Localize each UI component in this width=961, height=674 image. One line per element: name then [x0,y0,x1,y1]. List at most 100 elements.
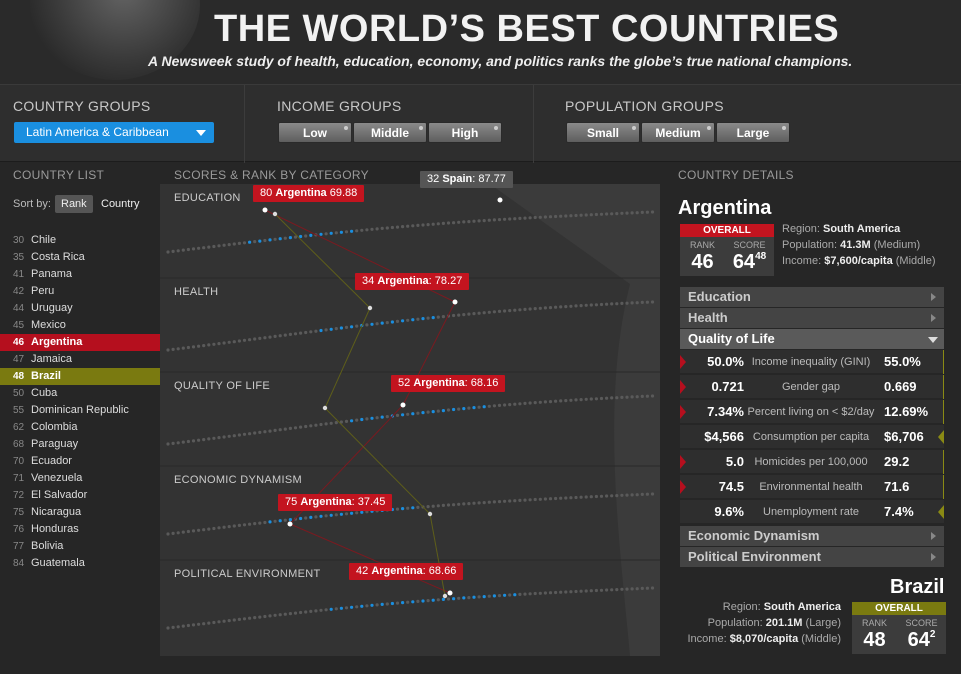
metric-right-value: 71.6 [884,479,910,494]
score-dot [314,423,318,427]
sort-rank-button[interactable]: Rank [55,195,93,213]
chevron-right-icon [931,553,936,561]
score-dot [533,401,537,405]
metric-name: Percent living on < $2/day [747,406,875,418]
score-dot [635,395,639,399]
score-dot [574,589,578,594]
population-large-toggle[interactable]: Large [716,122,790,143]
score-dot [579,213,583,217]
country-list-item[interactable]: 77 Bolivia [0,538,160,555]
score-dot [559,305,563,309]
country-list-item[interactable]: 41 Panama [0,266,160,283]
accordion-education[interactable]: Education [680,287,944,307]
country-list-item[interactable]: 48 Brazil [0,368,160,385]
country-rank: 42 [13,286,25,297]
score-dot [554,399,558,403]
score-dot [207,437,211,441]
score-label: SCORE [905,618,938,628]
country-list-item[interactable]: 55 Dominican Republic [0,402,160,419]
accordion-political-environment[interactable]: Political Environment [680,547,944,567]
country-list-item[interactable]: 71 Venezuela [0,470,160,487]
income-middle-toggle[interactable]: Middle [353,122,427,143]
score-dot [395,225,400,229]
score-dot [569,496,573,500]
score-dot [518,402,522,406]
rank-label: RANK [861,618,887,628]
score-dot [273,237,277,241]
country-list-item[interactable]: 84 Guatemala [0,555,160,572]
country-list-item[interactable]: 44 Uruguay [0,300,160,317]
population-label: Population: [707,617,763,629]
country-rank: 68 [13,439,25,450]
score-dot [385,226,389,230]
country-list-item[interactable]: 76 Honduras [0,521,160,538]
toggle-dot-icon [494,126,498,130]
score-dot [523,216,527,220]
score-dot [207,245,211,249]
score-dot [518,308,522,312]
population-medium-toggle[interactable]: Medium [641,122,715,143]
country-list-item[interactable]: 35 Costa Rica [0,249,160,266]
score-dot [258,521,262,525]
score-dot [462,313,466,317]
population-group: (Medium) [873,239,921,251]
income-value: $7,600/capita [824,255,893,267]
score-dot [319,608,323,612]
population-small-toggle[interactable]: Small [566,122,640,143]
country-list: 30 Chile 35 Costa Rica 41 Panama 42 Peru 44 Urugu… [0,232,160,572]
score-dot [554,305,558,309]
score-dot [492,594,496,598]
country-list-item[interactable]: 68 Paraguay [0,436,160,453]
score-dot [594,588,598,593]
score-dot [253,337,257,341]
score-dot [344,419,349,423]
score-dot [380,602,384,606]
score-int: 64 [732,251,756,273]
country-list-item[interactable]: 42 Peru [0,283,160,300]
accordion-health[interactable]: Health [680,308,944,328]
accordion-economic-dynamism[interactable]: Economic Dynamism [680,526,944,546]
score-dot [227,243,231,247]
sort-country-button[interactable]: Country [101,198,140,210]
country-list-item[interactable]: 30 Chile [0,232,160,249]
country-list-item[interactable]: 70 Ecuador [0,453,160,470]
country-list-item[interactable]: 45 Mexico [0,317,160,334]
income-low-toggle[interactable]: Low [278,122,352,143]
country-groups-label: COUNTRY GROUPS [13,98,151,114]
score-dot [528,498,532,502]
score-dot [615,212,619,216]
score-dot [248,522,252,526]
country-list-item[interactable]: 50 Cuba [0,385,160,402]
score-dot [548,400,553,404]
score-dot [421,411,425,415]
row-edge [943,375,944,399]
score-dot [176,625,180,629]
country-groups-dropdown[interactable]: Latin America & Caribbean [14,122,214,143]
country-list-item[interactable]: 46 Argentina [0,334,160,351]
score-dot [202,344,206,348]
score-dot [615,588,619,592]
metric-row: 5.0 Homicides per 100,000 29.2 [680,450,944,474]
accordion-quality-of-life[interactable]: Quality of Life [680,329,944,349]
country-list-item[interactable]: 47 Jamaica [0,351,160,368]
country-list-item[interactable]: 75 Nicaragua [0,504,160,521]
score-dot [344,606,349,610]
score-dot [569,398,573,402]
score-dot [426,599,430,603]
secondary-overall-box: OVERALL RANK SCORE 48 642 [852,602,946,654]
score-dot [319,328,323,333]
score-dot [599,494,604,498]
income-high-toggle[interactable]: High [428,122,502,143]
score-dot [355,605,359,609]
score-dot [181,530,185,534]
tooltip-score: 37.45 [357,496,386,508]
score-dot [242,523,247,527]
country-rank: 75 [13,507,25,518]
score-dot [528,592,532,596]
score-dot [319,232,323,236]
score-dot [645,394,649,398]
country-list-item[interactable]: 62 Colombia [0,419,160,436]
score-dot [492,218,496,222]
score-dot [293,611,298,615]
country-list-item[interactable]: 72 El Salvador [0,487,160,504]
